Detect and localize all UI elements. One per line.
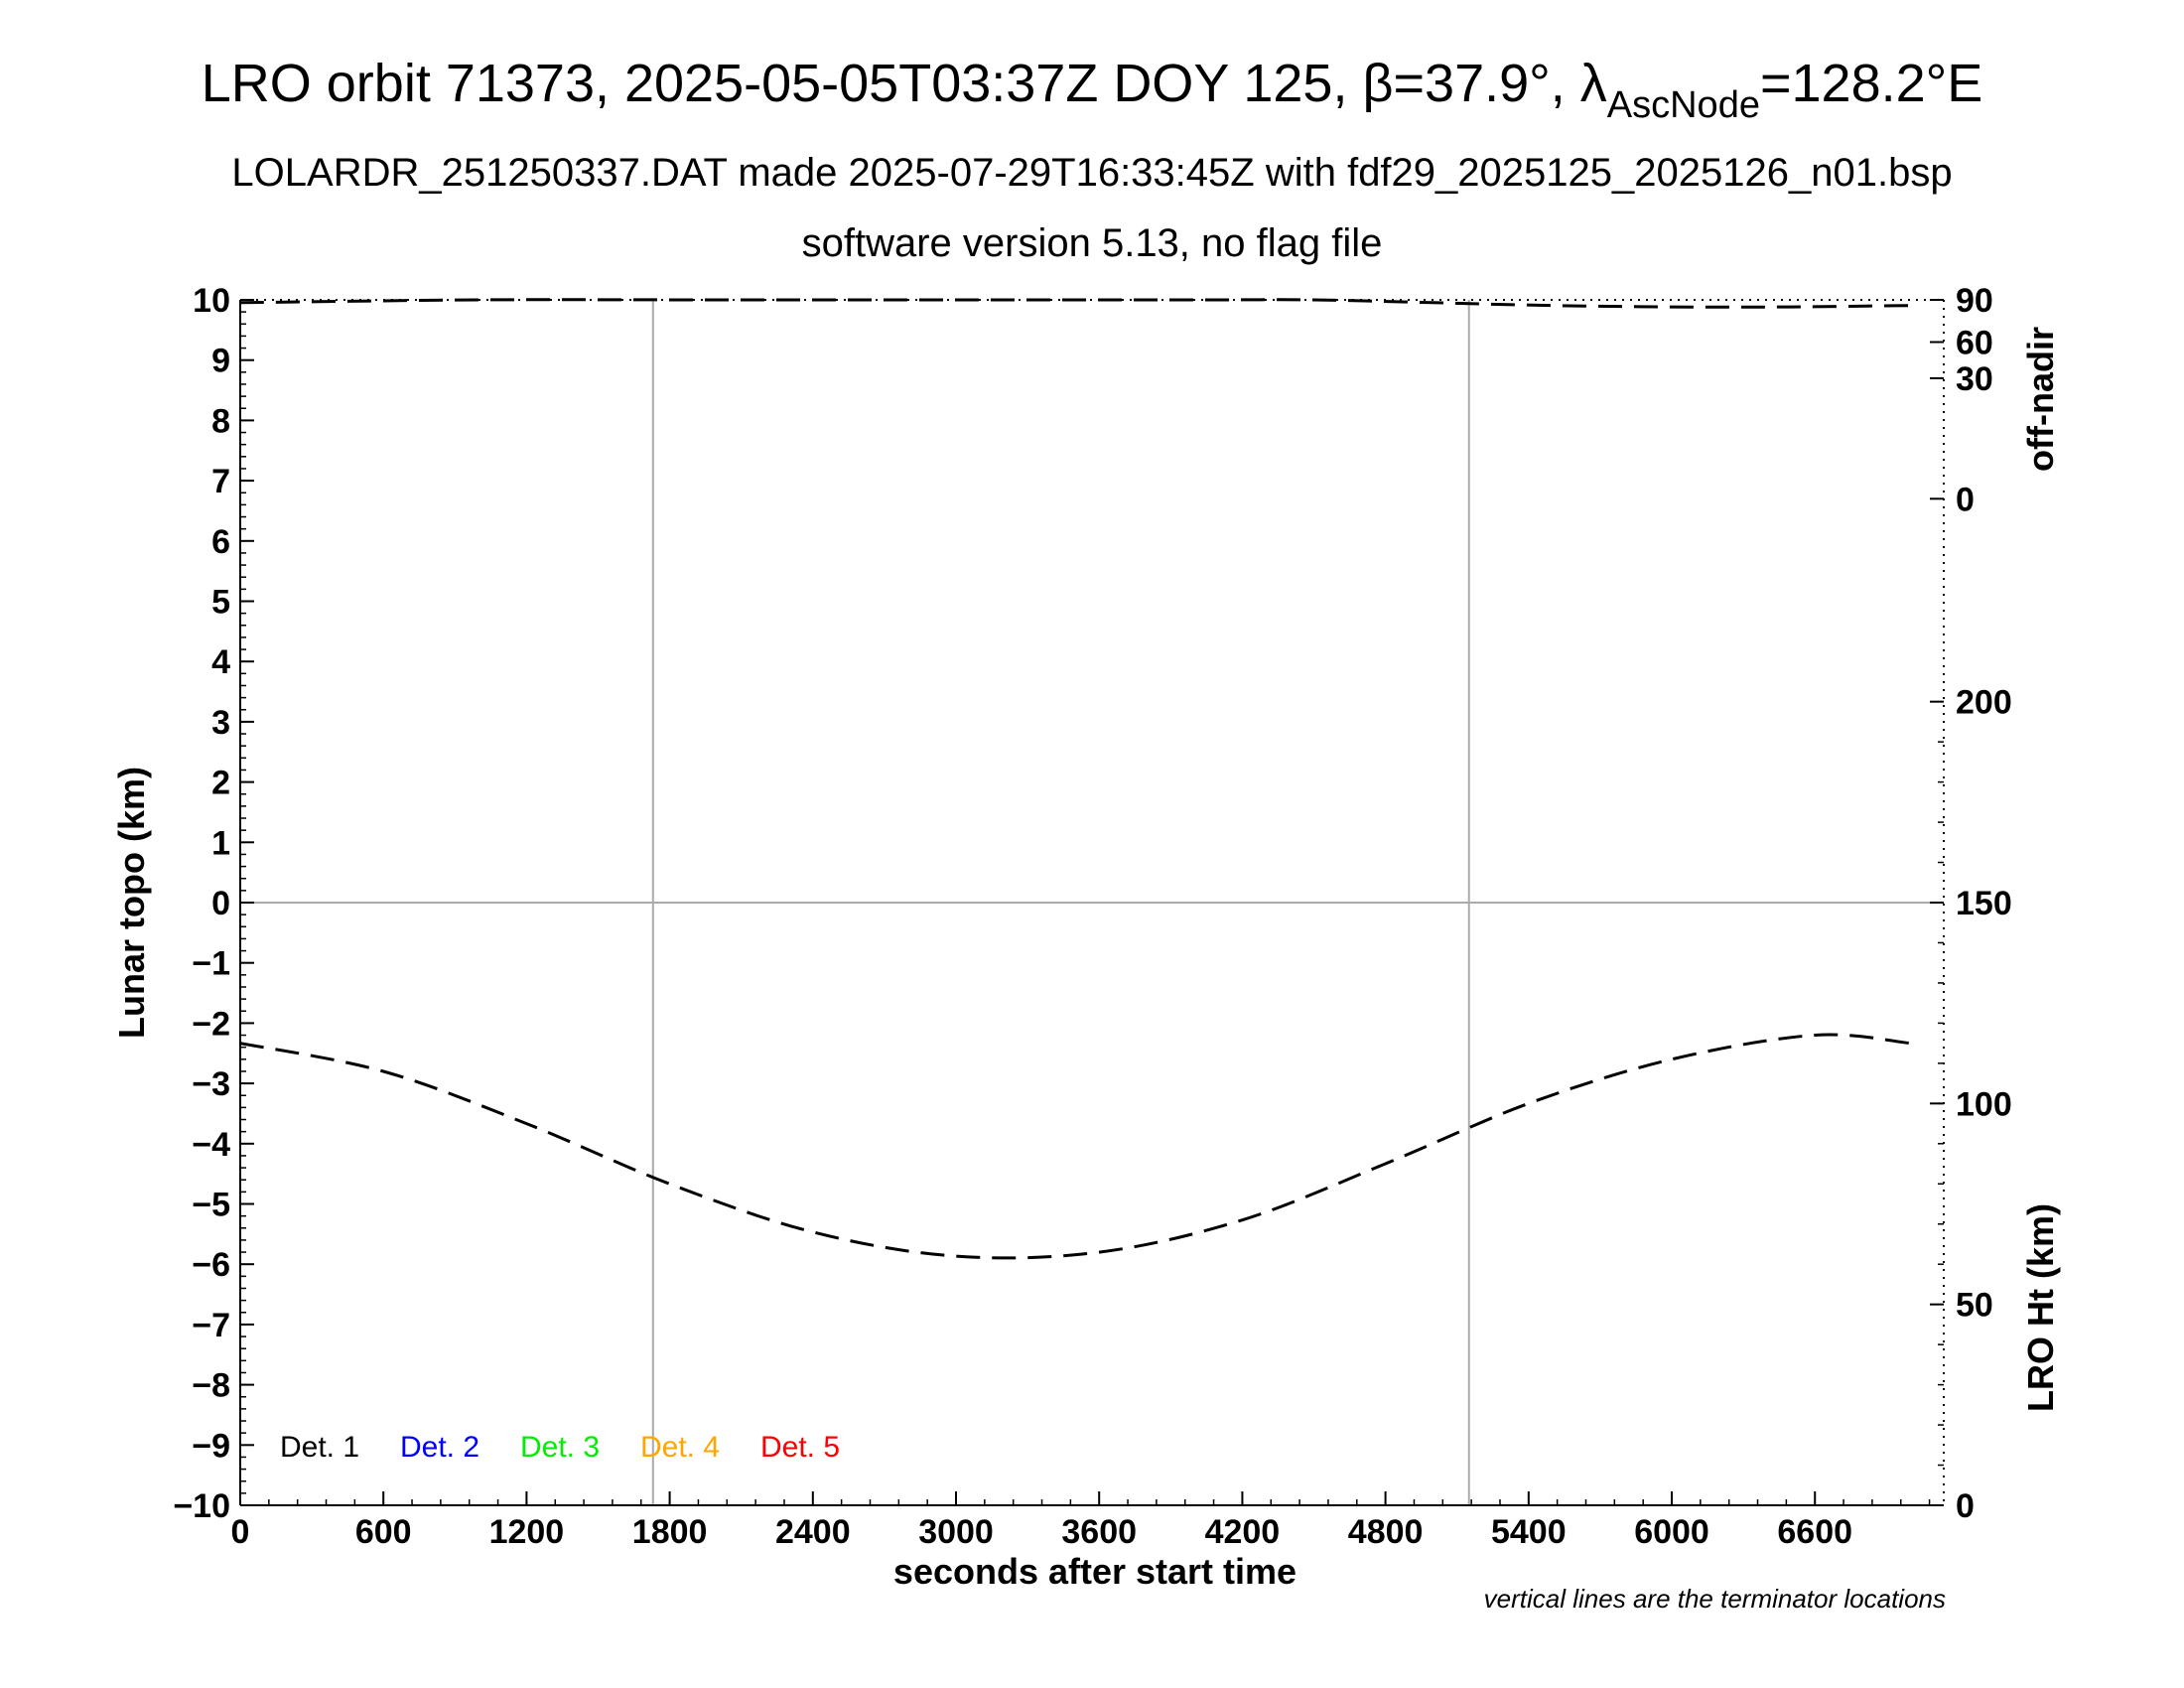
y-tick-label: −9 — [192, 1427, 230, 1465]
x-tick-label: 6000 — [1634, 1513, 1709, 1551]
ht-tick-label: 0 — [1956, 1487, 1975, 1525]
y-tick-label: −2 — [192, 1005, 230, 1043]
legend-entry-det-5: Det. 5 — [760, 1431, 840, 1464]
x-tick-label: 4800 — [1348, 1513, 1424, 1551]
lro-ht-axis-label: LRO Ht (km) — [2020, 1203, 2061, 1412]
title-subscript: AscNode — [1607, 84, 1760, 126]
y-tick-label: −1 — [192, 945, 230, 983]
lro-height-line — [239, 1033, 1911, 1260]
x-tick-label: 3000 — [918, 1513, 994, 1551]
y-tick-label: 1 — [211, 824, 230, 862]
x-tick-label: 3600 — [1061, 1513, 1137, 1551]
x-tick-label: 2400 — [775, 1513, 851, 1551]
ht-tick-label: 100 — [1956, 1085, 2012, 1123]
x-tick-label: 1200 — [489, 1513, 565, 1551]
x-tick-label: 0 — [231, 1513, 250, 1551]
x-tick-label: 5400 — [1491, 1513, 1567, 1551]
y-axis-label: Lunar topo (km) — [111, 767, 152, 1039]
off-nadir-tick-label: 60 — [1956, 324, 1993, 361]
y-tick-label: 5 — [211, 584, 230, 622]
legend-entry-det-4: Det. 4 — [640, 1431, 720, 1464]
y-tick-label: 8 — [211, 402, 230, 440]
x-axis-label: seconds after start time — [893, 1551, 1297, 1592]
y-tick-label: −7 — [192, 1307, 230, 1344]
y-tick-label: −8 — [192, 1367, 230, 1405]
off-nadir-tick-label: 30 — [1956, 360, 1993, 398]
ht-tick-label: 200 — [1956, 684, 2012, 722]
title-main: LRO orbit 71373, 2025-05-05T03:37Z DOY 1… — [202, 54, 1607, 113]
y-tick-label: −10 — [173, 1487, 230, 1525]
y-tick-label: 0 — [211, 885, 230, 922]
y-tick-label: −6 — [192, 1246, 230, 1284]
off-nadir-line — [239, 298, 1911, 309]
y-tick-label: 6 — [211, 523, 230, 561]
y-tick-label: 10 — [193, 282, 230, 320]
chart-title: LRO orbit 71373, 2025-05-05T03:37Z DOY 1… — [202, 54, 1983, 126]
y-tick-label: −3 — [192, 1065, 230, 1103]
terminator-note: vertical lines are the terminator locati… — [1484, 1584, 1946, 1614]
off-nadir-tick-label: 90 — [1956, 282, 1993, 320]
ht-tick-label: 50 — [1956, 1287, 1993, 1325]
title-tail: =128.2°E — [1760, 54, 1982, 113]
ht-tick-label: 150 — [1956, 885, 2012, 922]
x-tick-label: 4200 — [1205, 1513, 1281, 1551]
x-tick-label: 600 — [355, 1513, 412, 1551]
y-tick-label: 9 — [211, 343, 230, 380]
y-tick-label: −4 — [192, 1126, 230, 1164]
legend-entry-det-2: Det. 2 — [400, 1431, 479, 1464]
legend-entry-det-3: Det. 3 — [520, 1431, 600, 1464]
legend-entry-det-1: Det. 1 — [280, 1431, 359, 1464]
x-tick-label: 1800 — [632, 1513, 708, 1551]
y-tick-label: 7 — [211, 463, 230, 500]
off-nadir-axis-label: off-nadir — [2020, 327, 2061, 472]
y-tick-label: 2 — [211, 765, 230, 802]
y-tick-label: 4 — [211, 643, 230, 681]
chart-subtitle-file: LOLARDR_251250337.DAT made 2025-07-29T16… — [231, 151, 1952, 195]
y-tick-label: −5 — [192, 1187, 230, 1224]
x-tick-label: 6600 — [1777, 1513, 1852, 1551]
y-tick-label: 3 — [211, 704, 230, 742]
off-nadir-tick-label: 0 — [1956, 481, 1975, 518]
chart-subtitle-software: software version 5.13, no flag file — [802, 221, 1383, 265]
